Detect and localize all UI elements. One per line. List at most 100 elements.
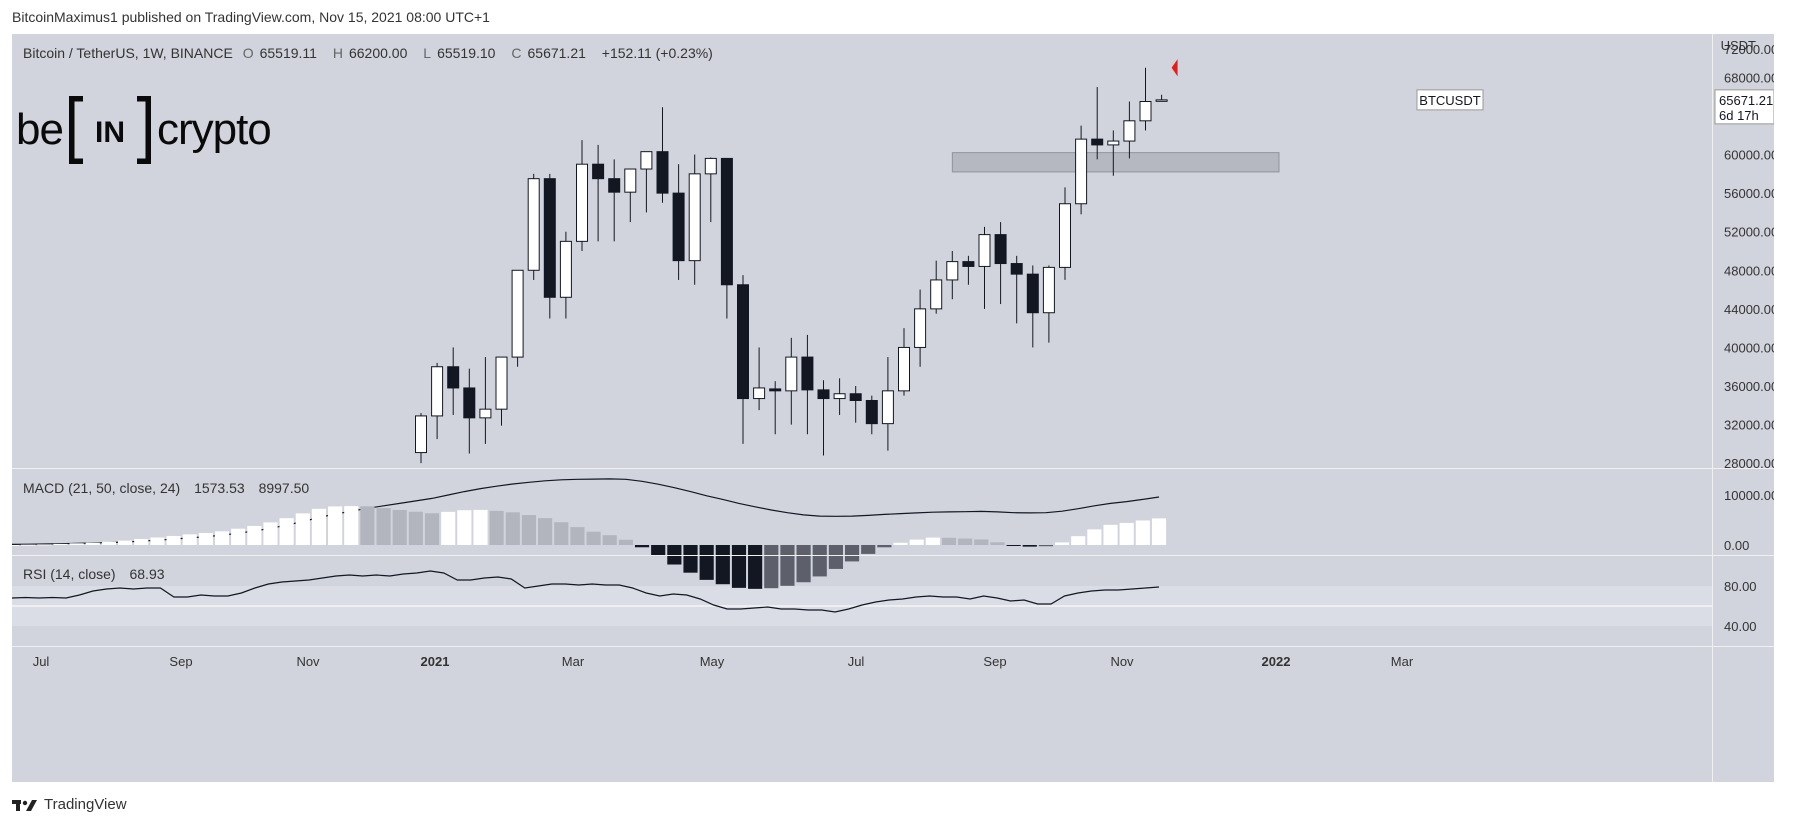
candle (753, 347, 766, 411)
macd-histogram-bar (618, 539, 633, 545)
candle-body (1091, 138, 1104, 146)
macd-histogram-bar (1135, 520, 1150, 545)
candle (511, 269, 524, 367)
chart-canvas[interactable]: 68000.00 60000.00 56000.00 52000.00 48000.00… (12, 34, 1774, 782)
macd-histogram-bar (1119, 522, 1134, 545)
rsi-legend[interactable]: RSI (14, close) 68.93 (23, 566, 165, 582)
macd-histogram-bar (231, 528, 246, 545)
macd-histogram-bar (941, 537, 957, 545)
candle-body (914, 308, 927, 348)
price-tick-label: 60000.00 (1724, 148, 1774, 163)
red-arrow-marker (1171, 59, 1178, 77)
macd-histogram-bar (360, 506, 375, 545)
macd-histogram-bar (85, 542, 100, 545)
time-axis-label: Sep (169, 654, 192, 669)
candle-body (881, 390, 894, 425)
candle (688, 154, 701, 285)
candle-body (1059, 203, 1071, 268)
candle (720, 157, 733, 319)
macd-histogram-bar (21, 544, 36, 546)
candle-body (511, 269, 524, 358)
candle (1059, 187, 1071, 280)
time-axis-label: May (700, 654, 725, 669)
candle-body (962, 261, 975, 267)
time-axis-label: Nov (296, 654, 320, 669)
candle-body (704, 157, 717, 175)
macd-legend[interactable]: MACD (21, 50, close, 24) 1573.53 8997.50 (23, 480, 309, 496)
candle (994, 222, 1007, 305)
price-tick-label: 56000.00 (1724, 186, 1774, 201)
time-axis-label: Nov (1110, 654, 1134, 669)
rsi-line (12, 570, 1160, 613)
resistance-zone (951, 152, 1280, 173)
macd-histogram-bar (1087, 529, 1102, 545)
chart-frame[interactable]: 68000.00 60000.00 56000.00 52000.00 48000.00… (12, 34, 1774, 782)
macd-histogram-bar (311, 508, 327, 545)
macd-histogram-bar (392, 509, 407, 545)
tradingview-footer[interactable]: TradingView (12, 796, 127, 813)
price-tick-label: 32000.00 (1724, 418, 1774, 433)
candle-body (672, 192, 685, 262)
candle (865, 395, 878, 435)
macd-histogram-bar (295, 513, 310, 545)
candle-body (415, 415, 427, 454)
macd-histogram-bar (424, 513, 440, 545)
symbol-label[interactable]: Bitcoin / TetherUS, 1W, BINANCE (23, 45, 233, 61)
candle-body (624, 168, 637, 193)
logo-text-mid: IN (95, 116, 125, 149)
candle (543, 173, 556, 319)
candle (1091, 87, 1104, 160)
macd-histogram-bar (198, 533, 213, 545)
close-key: C (511, 45, 522, 61)
macd-histogram-bar (715, 545, 730, 585)
candle-body (1139, 101, 1152, 122)
macd-label: MACD (21, 50, close, 24) (23, 480, 181, 496)
macd-histogram-bar (214, 531, 230, 545)
candle-body (1010, 263, 1023, 275)
macd-histogram-bar (12, 545, 20, 546)
price-tick-label: 40000.00 (1724, 340, 1774, 355)
macd-histogram-bar (1151, 518, 1167, 545)
price-axis-separator (1712, 34, 1713, 782)
macd-histogram-bar (925, 537, 940, 545)
macd-histogram-bar (263, 522, 278, 545)
candle (640, 151, 653, 213)
price-tick-label: 68000.00 (1724, 70, 1774, 85)
price-tick-label: 36000.00 (1724, 379, 1774, 394)
candle (1155, 94, 1168, 102)
macd-histogram-bar (731, 545, 747, 588)
macd-histogram-bar (570, 527, 585, 545)
macd-histogram-bar (909, 539, 924, 545)
macd-histogram-bar (408, 511, 423, 545)
time-axis-label: 2022 (1262, 654, 1291, 669)
candle (833, 378, 846, 415)
chart-header: Bitcoin / TetherUS, 1W, BINANCE O 65519.1… (23, 45, 719, 61)
macd-histogram-bar (457, 510, 472, 545)
tradingview-logo-icon (12, 799, 37, 811)
high-key: H (332, 45, 343, 61)
candle (930, 260, 943, 314)
macd-histogram-bar (118, 540, 133, 545)
candle (559, 231, 572, 319)
candle-body (817, 389, 830, 400)
candle-body (592, 163, 605, 180)
open-value: 65519.11 (259, 45, 317, 61)
candle (431, 362, 444, 440)
candle-body (447, 366, 460, 389)
high-value: 66200.00 (348, 45, 408, 61)
candle-body (769, 388, 782, 392)
macd-histogram-bar (441, 511, 456, 545)
macd-histogram-bar (53, 543, 68, 545)
macd-histogram-bar (279, 518, 294, 545)
candle-body (785, 356, 798, 392)
logo-text-right: crypto (156, 105, 272, 154)
macd-histogram-bar (764, 545, 779, 589)
price-tick-label: 44000.00 (1724, 302, 1774, 317)
macd-histogram-bar (328, 506, 343, 545)
candle-body (1123, 120, 1136, 142)
time-axis-label: Jul (848, 654, 865, 669)
candle (817, 380, 830, 456)
candle-body (833, 393, 846, 400)
candle-body (1026, 273, 1039, 314)
time-axis-label: Sep (983, 654, 1006, 669)
